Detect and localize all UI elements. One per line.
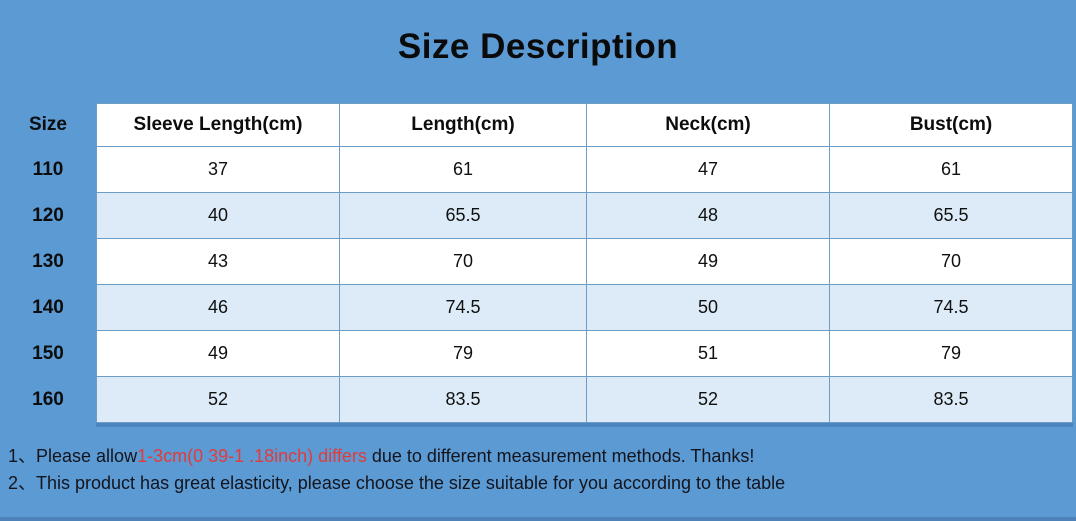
note1-highlight: 1-3cm(0 39-1 .18inch) differs bbox=[137, 446, 367, 466]
column-header-length: Length(cm) bbox=[340, 103, 587, 147]
table-bottom-border bbox=[96, 423, 1073, 427]
data-cell: 83.5 bbox=[830, 377, 1073, 423]
column-header-neck: Neck(cm) bbox=[587, 103, 830, 147]
data-cell: 49 bbox=[587, 239, 830, 285]
data-cell: 52 bbox=[96, 377, 340, 423]
note-line-2: 2、This product has great elasticity, ple… bbox=[8, 473, 786, 493]
size-cell: 120 bbox=[32, 205, 64, 226]
note1-text-end: due to different measurement methods. Th… bbox=[366, 446, 755, 466]
notes-section: 1、Please allow1-3cm(0 39-1 .18inch) diff… bbox=[8, 443, 785, 497]
data-cell: 52 bbox=[587, 377, 830, 423]
column-header-sleeve-length: Sleeve Length(cm) bbox=[96, 103, 340, 147]
data-cell: 79 bbox=[340, 331, 587, 377]
size-cell: 140 bbox=[32, 297, 64, 318]
page-title: Size Description bbox=[397, 27, 679, 66]
data-cell: 43 bbox=[96, 239, 340, 285]
bottom-edge-strip bbox=[0, 517, 1076, 521]
size-cell: 110 bbox=[32, 159, 64, 180]
data-cell: 74.5 bbox=[340, 285, 587, 331]
data-cell: 51 bbox=[587, 331, 830, 377]
data-cell: 61 bbox=[340, 147, 587, 193]
data-cell: 37 bbox=[96, 147, 340, 193]
note1-text-start: 1、Please allow bbox=[8, 446, 138, 466]
data-cell: 40 bbox=[96, 193, 340, 239]
data-cell: 48 bbox=[587, 193, 830, 239]
size-table: Size Sleeve Length(cm) Length(cm) Neck(c… bbox=[0, 103, 1073, 423]
data-cell: 65.5 bbox=[340, 193, 587, 239]
data-cell: 70 bbox=[830, 239, 1073, 285]
size-cell: 160 bbox=[32, 389, 64, 410]
size-cell: 150 bbox=[32, 343, 64, 364]
data-cell: 46 bbox=[96, 285, 340, 331]
data-cell: 79 bbox=[830, 331, 1073, 377]
data-cell: 74.5 bbox=[830, 285, 1073, 331]
column-header-bust: Bust(cm) bbox=[830, 103, 1073, 147]
data-cell: 70 bbox=[340, 239, 587, 285]
data-cell: 49 bbox=[96, 331, 340, 377]
data-cell: 61 bbox=[830, 147, 1073, 193]
note-line-1: 1、Please allow1-3cm(0 39-1 .18inch) diff… bbox=[8, 443, 785, 470]
size-column-header: Size bbox=[28, 114, 68, 135]
data-cell: 50 bbox=[587, 285, 830, 331]
data-cell: 47 bbox=[587, 147, 830, 193]
data-cell: 83.5 bbox=[340, 377, 587, 423]
data-cell: 65.5 bbox=[830, 193, 1073, 239]
size-cell: 130 bbox=[32, 251, 64, 272]
